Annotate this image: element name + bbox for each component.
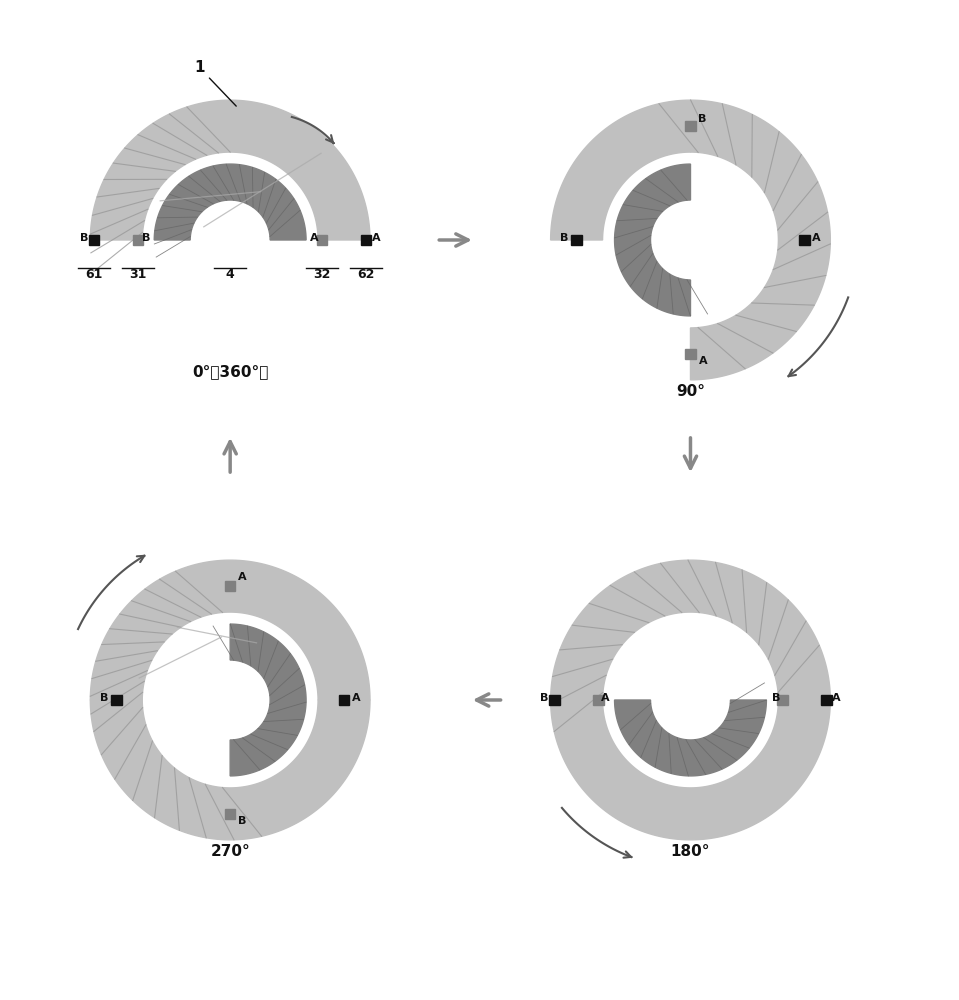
- Text: A: A: [310, 233, 318, 243]
- Text: B: B: [560, 233, 569, 243]
- Text: A: A: [238, 572, 246, 582]
- Polygon shape: [615, 700, 766, 776]
- Polygon shape: [90, 700, 370, 840]
- Text: 270°: 270°: [210, 844, 250, 859]
- Text: B: B: [100, 693, 108, 703]
- Bar: [799, 235, 809, 245]
- Text: B: B: [80, 233, 88, 243]
- Bar: [224, 581, 236, 591]
- Polygon shape: [230, 624, 306, 776]
- Text: B: B: [540, 693, 549, 703]
- Bar: [550, 695, 560, 705]
- Text: A: A: [698, 356, 707, 366]
- Bar: [685, 349, 696, 359]
- Polygon shape: [615, 164, 690, 316]
- Bar: [777, 695, 787, 705]
- Text: B: B: [772, 693, 781, 703]
- Polygon shape: [550, 700, 830, 840]
- Bar: [572, 235, 582, 245]
- Polygon shape: [90, 560, 370, 700]
- Bar: [89, 235, 99, 245]
- Text: 90°: 90°: [676, 384, 705, 399]
- Bar: [362, 235, 371, 245]
- Text: 61: 61: [85, 268, 103, 281]
- Text: 32: 32: [314, 268, 331, 281]
- Bar: [685, 121, 696, 131]
- Bar: [224, 809, 236, 819]
- Text: A: A: [352, 693, 361, 703]
- Text: 62: 62: [358, 268, 375, 281]
- Bar: [339, 695, 349, 705]
- Text: A: A: [600, 693, 609, 703]
- Polygon shape: [90, 100, 370, 240]
- Text: A: A: [812, 233, 821, 243]
- Text: 180°: 180°: [670, 844, 711, 859]
- Bar: [594, 695, 604, 705]
- Text: B: B: [238, 816, 246, 826]
- Text: B: B: [698, 114, 707, 124]
- Text: A: A: [372, 233, 381, 243]
- Polygon shape: [550, 100, 690, 240]
- Bar: [821, 695, 831, 705]
- Polygon shape: [690, 100, 830, 380]
- Polygon shape: [154, 164, 306, 240]
- Text: 4: 4: [225, 268, 235, 281]
- Text: 0°（360°）: 0°（360°）: [192, 364, 269, 379]
- Bar: [111, 695, 122, 705]
- Text: B: B: [142, 233, 151, 243]
- Text: 31: 31: [129, 268, 147, 281]
- Text: A: A: [832, 693, 841, 703]
- Polygon shape: [550, 560, 830, 700]
- Bar: [317, 235, 327, 245]
- Bar: [133, 235, 143, 245]
- Text: 1: 1: [194, 60, 236, 106]
